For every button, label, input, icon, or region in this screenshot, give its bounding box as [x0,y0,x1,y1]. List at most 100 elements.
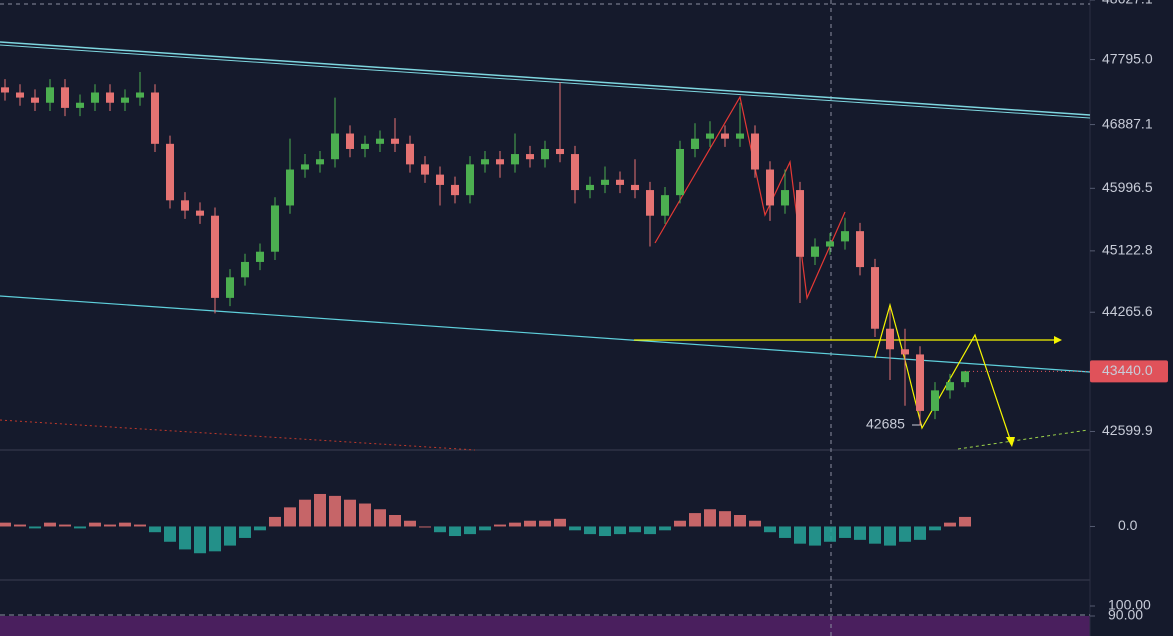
macd-bar [179,526,191,550]
candle-body [721,133,729,139]
candle-body [676,148,684,196]
macd-bar [959,516,971,527]
trend-line [0,295,1091,373]
macd-bar [14,524,26,527]
candle-body [406,143,414,165]
candle-body [226,277,234,298]
arrow-head [1006,437,1015,447]
candle-body [106,92,114,103]
red-zigzag [654,95,846,301]
candle-body [316,159,324,165]
low-label: 42685 [866,416,905,432]
dotted-line [957,429,1089,450]
candle-body [91,92,99,103]
candle-body [16,92,24,98]
arrow-head [1054,336,1062,344]
stoch-tick-label: 90.00 [1108,607,1143,623]
candle-body [31,97,39,103]
candle-body [241,261,249,278]
candle-body [136,92,144,98]
macd-bar [689,513,701,527]
macd-bar [794,526,806,544]
candle-body [511,154,519,165]
macd-bar [629,526,641,533]
y-tick-label: 45122.8 [1102,242,1153,258]
candle-body [766,169,774,206]
macd-bar [764,526,776,533]
macd-bar [134,524,146,527]
candle-body [346,133,354,149]
macd-bar [359,503,371,527]
macd-bar [944,522,956,527]
candle-body [376,138,384,144]
macd-bar [149,526,161,533]
candle-body [631,184,639,191]
macd-bar [434,526,446,533]
candle-body [661,195,669,216]
macd-bar [449,526,461,537]
candle-body [751,133,759,170]
candle-body [541,148,549,160]
macd-bar [59,524,71,527]
candle-body [526,154,534,160]
candle-body [586,184,594,191]
candle-body [76,102,84,108]
candle-body [61,87,69,108]
macd-bar [494,524,506,527]
macd-bar [404,520,416,527]
macd-bar [284,507,296,527]
candle-body [946,382,954,391]
candle-body [826,241,834,247]
macd-bar [329,495,341,527]
candle-body [436,174,444,185]
macd-bar [659,526,671,531]
last-price-box [1090,360,1168,383]
macd-bar [884,526,896,546]
candle-body [901,349,909,355]
stoch-band [0,616,1090,636]
macd-bar [809,526,821,546]
candle-body [916,354,924,411]
last-price-label: 43440.0 [1102,362,1153,378]
candle-body [211,215,219,298]
candle-body [706,133,714,139]
macd-bar [839,526,851,538]
macd-bar [419,526,431,528]
candle-body [271,205,279,252]
macd-bar [569,526,581,531]
macd-tick-label: 0.0 [1118,517,1138,533]
yellow-zigzag [874,302,1013,446]
macd-bar [584,526,596,535]
macd-bar [719,511,731,527]
macd-bar [119,522,131,527]
candle-body [331,133,339,160]
macd-bar [644,526,656,535]
macd-bar [164,526,176,542]
candle-body [361,143,369,149]
candle-body [301,164,309,170]
y-tick-label: 45996.5 [1102,179,1153,195]
candle-body [931,390,939,411]
candle-body [451,184,459,196]
candle-body [121,97,129,103]
candle-body [961,371,969,383]
candle-body [616,179,624,185]
candle-body [286,169,294,206]
macd-bar [779,526,791,538]
macd-bar [749,520,761,527]
candle-body [151,92,159,144]
macd-bar [239,526,251,538]
candle-body [886,328,894,350]
macd-bar [899,526,911,542]
macd-bar [929,526,941,531]
macd-bar [869,526,881,544]
candle-body [1,87,9,93]
y-tick-label: 47795.0 [1102,50,1153,66]
candle-body [646,190,654,216]
macd-bar [704,509,716,527]
macd-bar [29,526,41,529]
y-tick-label: 48627.1 [1102,0,1153,7]
macd-bar [674,520,686,527]
macd-bar [344,499,356,527]
